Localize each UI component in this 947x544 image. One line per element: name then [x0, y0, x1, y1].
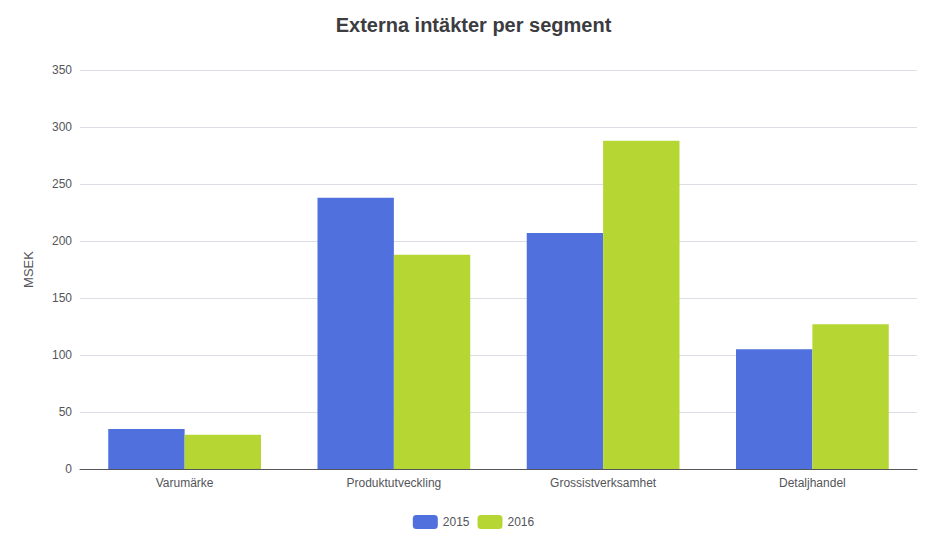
- svg-text:350: 350: [52, 63, 72, 77]
- svg-text:50: 50: [59, 405, 73, 419]
- svg-text:2016: 2016: [508, 515, 535, 529]
- svg-text:200: 200: [52, 234, 72, 248]
- svg-text:250: 250: [52, 177, 72, 191]
- svg-text:Produktutveckling: Produktutveckling: [347, 476, 442, 490]
- svg-text:150: 150: [52, 291, 72, 305]
- svg-text:MSEK: MSEK: [21, 251, 36, 288]
- svg-text:Grossistverksamhet: Grossistverksamhet: [550, 476, 657, 490]
- svg-text:2015: 2015: [443, 515, 470, 529]
- svg-text:0: 0: [65, 462, 72, 476]
- svg-text:Externa intäkter per segment: Externa intäkter per segment: [336, 14, 612, 36]
- svg-text:300: 300: [52, 120, 72, 134]
- svg-text:Varumärke: Varumärke: [156, 476, 214, 490]
- svg-text:Detaljhandel: Detaljhandel: [779, 476, 846, 490]
- svg-text:100: 100: [52, 348, 72, 362]
